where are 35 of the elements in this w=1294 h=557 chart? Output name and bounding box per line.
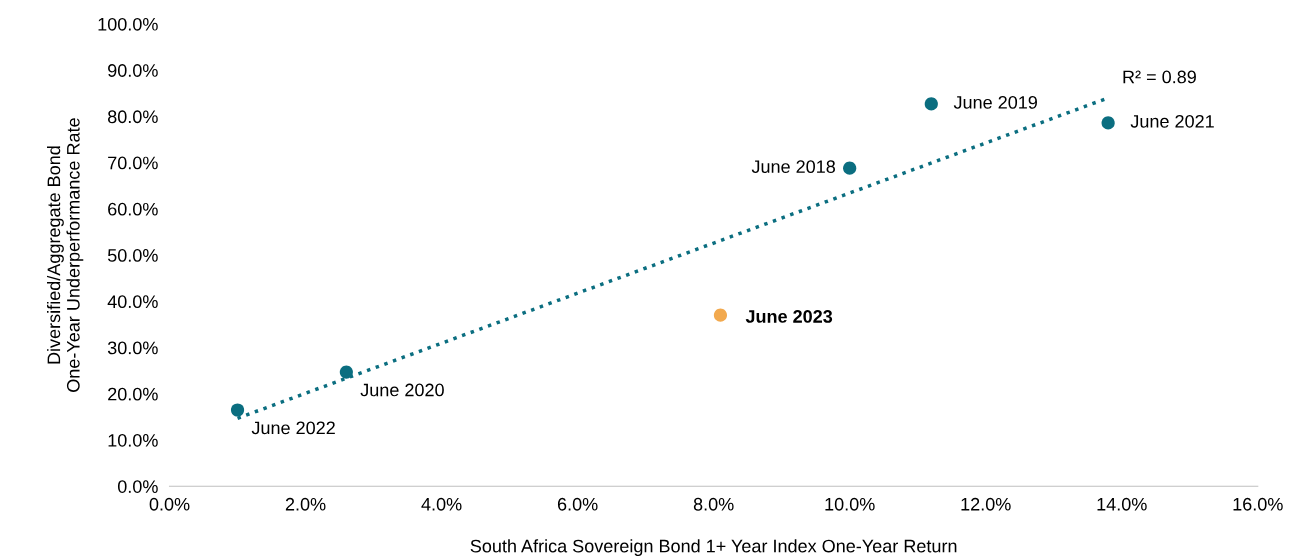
annotation: June 2020 <box>360 383 444 397</box>
x-tick-label: 16.0% <box>1233 497 1283 511</box>
x-tick-label: 12.0% <box>961 497 1011 511</box>
annotation: June 2023 <box>745 310 833 323</box>
x-tick-label: 10.0% <box>825 497 875 511</box>
x-tick-label: 14.0% <box>1097 497 1147 511</box>
y-tick-label: 20.0% <box>108 387 158 401</box>
y-tick-label: 90.0% <box>108 64 158 77</box>
y-tick-label: 50.0% <box>107 249 158 262</box>
x-tick-label: 8.0% <box>693 497 734 511</box>
x-tick-label: 2.0% <box>285 497 326 511</box>
x-tick-label: 4.0% <box>421 497 462 511</box>
x-tick-label: 0.0% <box>149 497 190 511</box>
y-tick-label: 100.0% <box>98 17 158 31</box>
y-tick-label: 0.0% <box>117 480 158 493</box>
annotation: June 2021 <box>1130 114 1214 128</box>
y-tick-label: 70.0% <box>108 156 158 170</box>
point <box>230 403 245 417</box>
x-axis-title: South Africa Sovereign Bond 1+ Year Index One-Year Return <box>470 539 957 557</box>
y-tick-label: 10.0% <box>108 433 158 447</box>
point <box>843 161 857 175</box>
point <box>924 97 938 111</box>
annotation: June 2018 <box>751 160 836 174</box>
annotation: June 2022 <box>251 421 335 435</box>
annotation: R² = 0.89 <box>1123 70 1196 84</box>
x-tick-label: 6.0% <box>557 497 598 511</box>
point <box>339 365 353 379</box>
y-tick-label: 80.0% <box>107 110 158 124</box>
annotation: June 2019 <box>953 95 1037 109</box>
y-axis-title: Diversified/Aggregate Bond One-Year Underperformance Rate <box>47 118 84 392</box>
y-tick-label: 40.0% <box>107 295 158 309</box>
y-tick-label: 30.0% <box>107 341 158 355</box>
point <box>713 308 728 322</box>
point <box>1101 116 1115 130</box>
y-tick-label: 60.0% <box>108 202 158 216</box>
